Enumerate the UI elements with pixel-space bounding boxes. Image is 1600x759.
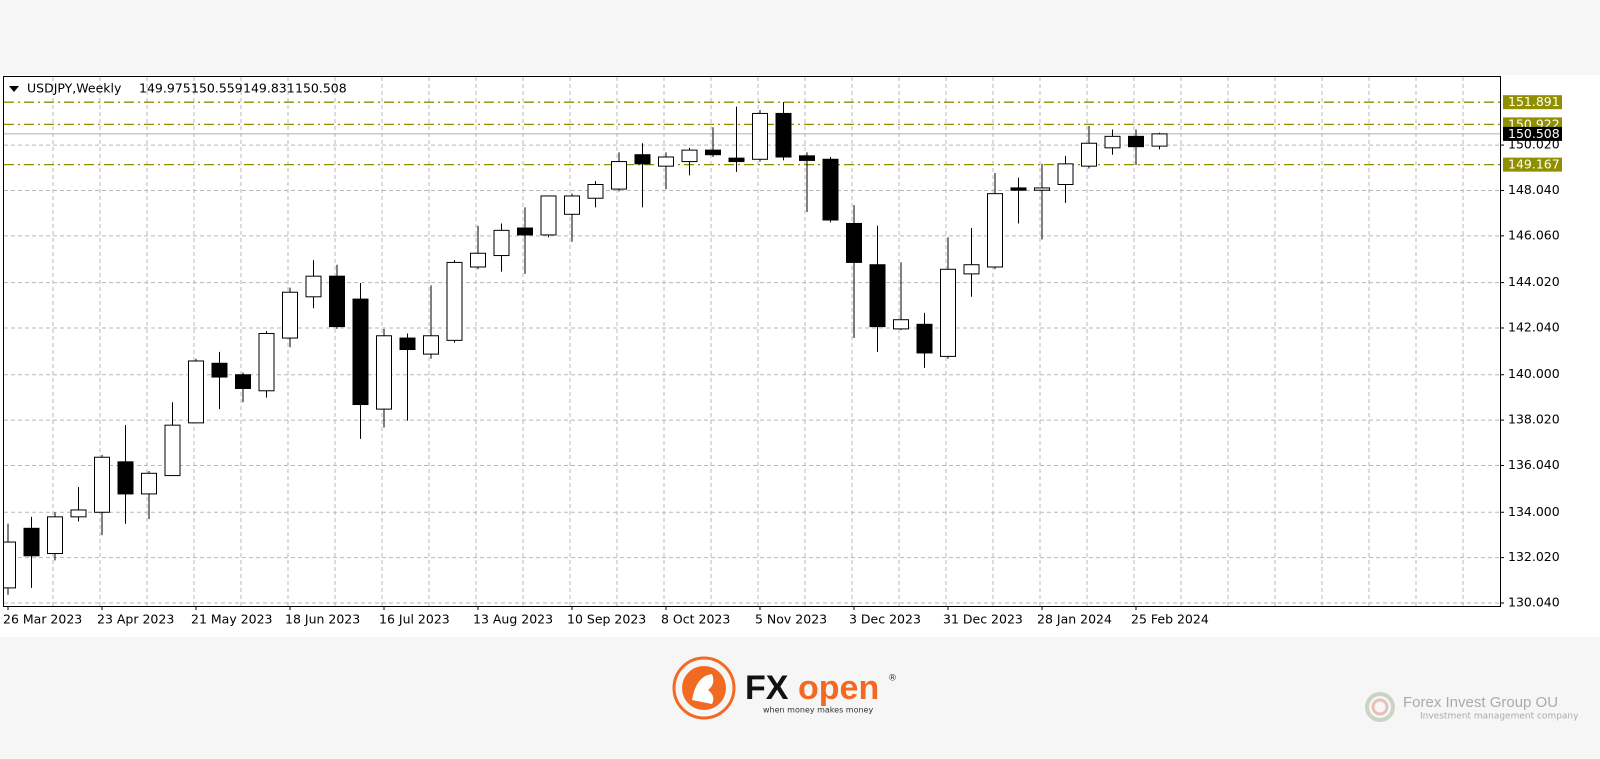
down-candle-body <box>399 337 416 351</box>
current-price-tag <box>1503 126 1562 141</box>
y-tick-label: 138.020 <box>1508 412 1560 427</box>
x-tick-label: 3 Dec 2023 <box>849 612 921 627</box>
up-candle-body <box>47 516 63 555</box>
header-value: 150.508 <box>295 81 347 96</box>
x-tick-label: 5 Nov 2023 <box>755 612 827 627</box>
down-candle-body <box>846 222 862 263</box>
down-candle-body <box>634 154 651 165</box>
symbol: USDJPY,Weekly <box>27 81 122 96</box>
down-candle-body <box>352 298 369 406</box>
x-tick-label: 31 Dec 2023 <box>943 612 1023 627</box>
y-tick-label: 134.000 <box>1508 504 1560 519</box>
partner-tagline: Investment management company <box>1420 712 1579 722</box>
down-candle-body <box>869 264 886 328</box>
up-candle-body <box>258 332 275 392</box>
y-tick-label: 148.040 <box>1508 182 1560 197</box>
up-candle-body <box>423 335 439 355</box>
down-candle-body <box>916 323 933 354</box>
y-tick-label: 146.060 <box>1508 227 1560 242</box>
down-candle-body <box>517 227 533 236</box>
up-candle-body <box>987 193 1003 268</box>
up-candle-body <box>4 541 16 589</box>
up-candle-body <box>94 456 110 513</box>
current-price-label: 150.508 <box>1508 126 1560 141</box>
down-candle-body <box>23 527 40 557</box>
down-candle-body <box>329 275 345 328</box>
y-tick-label: 132.020 <box>1508 549 1560 564</box>
up-candle-body <box>940 268 956 357</box>
down-candle-body <box>775 112 792 158</box>
logo-mark: ® <box>888 674 897 684</box>
menu-arrow[interactable] <box>9 86 19 92</box>
up-candle-body <box>141 472 157 495</box>
down-candle-body <box>728 157 745 163</box>
up-candle-body <box>587 183 604 199</box>
tagline: when money makes money <box>763 706 873 715</box>
y-tick-label: 144.020 <box>1508 274 1560 289</box>
logo-open: open <box>798 669 879 707</box>
down-candle-body <box>1010 187 1027 191</box>
fxopen-logo: FX open ® when money makes money <box>672 656 897 720</box>
x-tick-label: 25 Feb 2024 <box>1131 612 1209 627</box>
level-tag <box>1503 95 1562 110</box>
y-tick-label: 142.040 <box>1508 319 1560 334</box>
y-tick-label: 136.040 <box>1508 457 1560 472</box>
level-tag <box>1503 157 1562 172</box>
down-candle-body <box>822 158 839 221</box>
x-tick-label: 21 May 2023 <box>191 612 273 627</box>
up-candle-body <box>1034 187 1050 191</box>
x-tick-label: 13 Aug 2023 <box>473 612 553 627</box>
up-candle-body <box>540 195 557 236</box>
up-candle-body <box>893 319 909 330</box>
up-candle-body <box>611 161 627 190</box>
x-tick-label: 16 Jul 2023 <box>379 612 450 627</box>
level-label: 151.891 <box>1508 94 1560 109</box>
up-candle-body <box>1081 142 1097 167</box>
down-candle-body <box>117 461 134 495</box>
up-candle-body <box>376 335 392 410</box>
up-candle-body <box>470 252 486 268</box>
up-candle-body <box>752 112 768 160</box>
level-label: 149.167 <box>1508 157 1560 172</box>
header-value: 149.831 <box>243 81 295 96</box>
down-candle-body <box>211 362 228 378</box>
up-candle-body <box>658 156 674 167</box>
up-candle-body <box>282 291 298 339</box>
x-tick-label: 18 Jun 2023 <box>285 612 360 627</box>
up-candle-body <box>564 195 580 215</box>
y-tick-label: 140.000 <box>1508 366 1560 381</box>
header-value: 149.975 <box>139 81 191 96</box>
up-candle-body <box>1104 135 1121 149</box>
up-candle-body <box>70 509 87 518</box>
down-candle-body <box>705 149 721 156</box>
up-candle-body <box>1151 133 1168 147</box>
up-candle-body <box>305 275 322 298</box>
plot-frame <box>3 76 1501 607</box>
logo-fx: FX <box>745 669 789 707</box>
up-candle-body <box>446 261 463 341</box>
y-tick-label: 130.040 <box>1508 595 1560 610</box>
down-candle-body <box>1128 135 1144 148</box>
x-tick-label: 28 Jan 2024 <box>1037 612 1112 627</box>
up-candle-body <box>681 149 698 163</box>
down-candle-body <box>235 374 251 389</box>
x-tick-label: 8 Oct 2023 <box>661 612 730 627</box>
partner-logo: Forex Invest Group OU Investment managem… <box>1365 692 1579 722</box>
partner-name: Forex Invest Group OU <box>1403 694 1558 711</box>
header-value: 150.559 <box>191 81 243 96</box>
up-candle-body <box>963 264 980 275</box>
up-candle-body <box>493 229 510 257</box>
x-tick-label: 23 Apr 2023 <box>97 612 174 627</box>
up-candle-body <box>164 424 181 477</box>
x-tick-label: 26 Mar 2023 <box>3 612 82 627</box>
down-candle-body <box>799 155 815 161</box>
up-candle-body <box>188 360 204 424</box>
x-tick-label: 10 Sep 2023 <box>567 612 646 627</box>
up-candle-body <box>1057 163 1074 185</box>
